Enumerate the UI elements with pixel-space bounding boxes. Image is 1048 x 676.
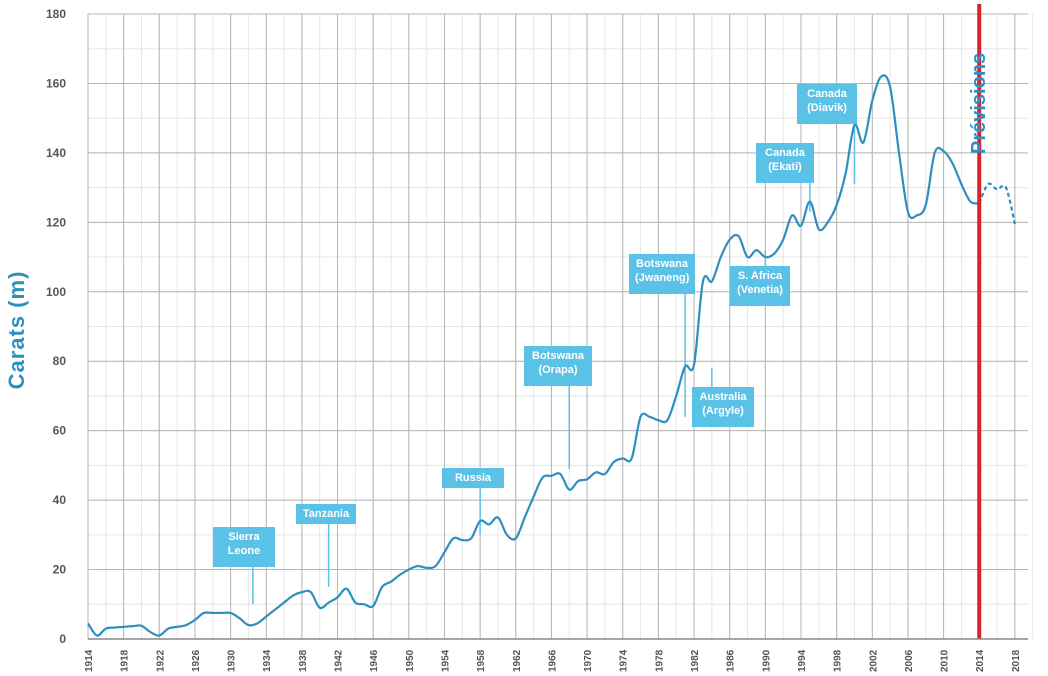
x-tick-label: 1990	[761, 649, 772, 672]
x-axis-tick-labels: 1914 1918 1922 1926 1930 1934 1938 1942 1946 1950…	[84, 649, 1022, 672]
x-tick-label: 1934	[262, 649, 273, 672]
x-tick-label: 1938	[298, 649, 309, 672]
x-tick-label: 1994	[797, 649, 808, 672]
annotation-label: Russia	[442, 468, 504, 488]
annotation-label: S. Africa (Venetia)	[730, 266, 790, 306]
forecast-label: Prévisions	[968, 52, 990, 154]
x-tick-label: 1914	[84, 649, 95, 672]
x-tick-label: 1954	[440, 649, 451, 672]
x-tick-label: 1918	[120, 649, 131, 672]
x-tick-label: 1962	[512, 649, 523, 672]
y-tick-label: 100	[46, 285, 66, 299]
x-tick-label: 1998	[833, 649, 844, 672]
x-tick-label: 1966	[547, 649, 558, 672]
y-tick-label: 60	[53, 424, 67, 438]
x-tick-label: 1986	[726, 649, 737, 672]
forecast-series-line	[978, 182, 1016, 225]
x-tick-label: 2002	[868, 649, 879, 672]
x-tick-label: 1974	[619, 649, 630, 672]
annotation-label: Sierra Leone	[213, 527, 275, 567]
x-tick-label: 1950	[405, 649, 416, 672]
x-tick-label: 2006	[904, 649, 915, 672]
annotation-label: Tanzania	[296, 504, 356, 524]
y-tick-label: 120	[46, 215, 66, 229]
x-tick-label: 1930	[227, 649, 238, 672]
x-tick-label: 2014	[975, 649, 986, 672]
y-tick-label: 80	[53, 354, 67, 368]
y-axis-tick-labels: 0 20 40 60 80 100 120 140 160 180	[46, 7, 66, 646]
y-axis-label: Carats (m)	[4, 270, 29, 390]
x-tick-label: 1942	[334, 649, 345, 672]
annotation-label: Botswana (Jwaneng)	[629, 254, 695, 294]
x-tick-label: 1982	[690, 649, 701, 672]
x-tick-label: 1978	[654, 649, 665, 672]
x-tick-label: 1970	[583, 649, 594, 672]
x-tick-label: 2018	[1011, 649, 1022, 672]
y-tick-label: 20	[53, 563, 67, 577]
annotation-label: Botswana (Orapa)	[524, 346, 592, 386]
annotation-label: Canada (Ekati)	[756, 143, 814, 183]
y-tick-label: 160	[46, 76, 66, 90]
y-tick-label: 0	[59, 632, 66, 646]
annotation-label: Canada (Diavik)	[797, 84, 857, 124]
x-tick-label: 1926	[191, 649, 202, 672]
annotation-leader-lines	[252, 124, 856, 605]
x-tick-label: 2010	[940, 649, 951, 672]
y-tick-label: 180	[46, 7, 66, 21]
x-tick-label: 1946	[369, 649, 380, 672]
x-tick-label: 1922	[155, 649, 166, 672]
series-lines	[87, 74, 1016, 637]
x-tick-label: 1958	[476, 649, 487, 672]
annotation-label: Australia (Argyle)	[692, 387, 754, 427]
y-tick-label: 140	[46, 146, 66, 160]
production-series-line	[87, 74, 980, 637]
y-tick-label: 40	[53, 493, 67, 507]
